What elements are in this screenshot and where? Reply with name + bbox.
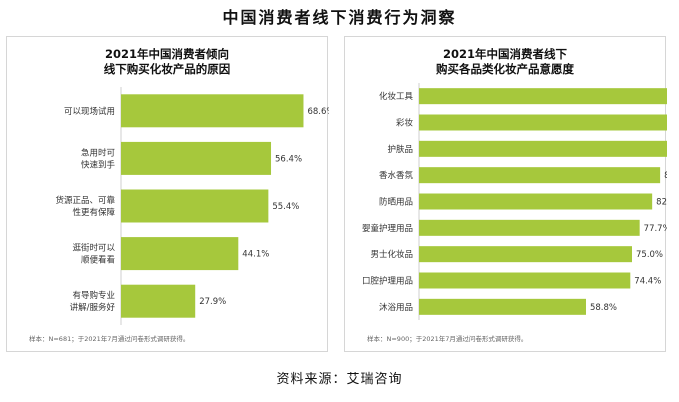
bar <box>419 140 667 157</box>
category-label: 男士化妆品 <box>370 249 413 260</box>
chart-title-categories: 2021年中国消费者线下 购买各品类化妆产品意愿度 <box>345 47 665 77</box>
bar-value-label: 84.9% <box>664 171 667 181</box>
category-label: 香水香氛 <box>379 170 414 181</box>
bar-value-label: 56.4% <box>275 154 302 164</box>
bar-value-label: 68.6% <box>307 107 329 117</box>
bar <box>419 88 667 105</box>
category-label: 婴童护理用品 <box>362 223 413 234</box>
category-label: 急用时可 <box>81 147 116 158</box>
chart-panel-reasons: 2021年中国消费者倾向 线下购买化妆产品的原因 68.6% 可以现场试用 56.4… <box>6 36 329 352</box>
bar-value-label: 75.0% <box>636 250 663 260</box>
category-label: 逛街时可以 <box>72 243 115 254</box>
bar <box>419 114 667 131</box>
bar-value-label: 77.7% <box>644 224 667 234</box>
bar <box>121 284 196 318</box>
bar <box>419 246 632 263</box>
bar <box>419 193 653 210</box>
category-label: 性更有保障 <box>72 207 115 218</box>
bar <box>121 141 272 175</box>
category-label: 化妆工具 <box>379 91 414 102</box>
chart-panel-categories: 2021年中国消费者线下 购买各品类化妆产品意愿度 94.8%化妆工具92.8%… <box>344 36 667 352</box>
bar-chart-categories: 94.8%化妆工具92.8%彩妆90.3%护肤品84.9%香水香氛82.1%防晒… <box>362 83 667 320</box>
bar-value-label: 74.4% <box>634 277 661 287</box>
bar-value-label: 44.1% <box>242 250 269 260</box>
bar <box>121 237 239 271</box>
category-label: 防晒用品 <box>379 197 413 208</box>
bar <box>121 94 304 128</box>
category-label: 讲解/服务好 <box>70 302 116 313</box>
bar-value-label: 58.8% <box>590 303 617 313</box>
bar <box>121 189 269 223</box>
chart-title-line: 2021年中国消费者线下 <box>442 47 567 61</box>
chart-title-reasons: 2021年中国消费者倾向 线下购买化妆产品的原因 <box>7 47 327 77</box>
sample-note: 样本：N=681；于2021年7月通过问卷形式调研获得。 <box>29 335 190 343</box>
chart-title-line: 2021年中国消费者倾向 <box>104 47 229 61</box>
bar-value-label: 27.9% <box>199 297 226 307</box>
bar <box>419 298 586 315</box>
category-label: 有导购专业 <box>72 290 115 301</box>
bar-value-label: 82.1% <box>656 198 667 208</box>
bar <box>419 219 640 236</box>
category-label: 货源正品、可靠 <box>55 195 115 206</box>
chart-title-line: 购买各品类化妆产品意愿度 <box>436 62 574 76</box>
sample-note: 样本：N=900；于2021年7月通过问卷形式调研获得。 <box>367 335 528 343</box>
source-note: 资料来源：艾瑞咨询 <box>276 372 403 387</box>
bar-value-label: 55.4% <box>272 202 299 212</box>
category-label: 口腔护理用品 <box>362 276 413 287</box>
category-label: 彩妆 <box>396 118 414 129</box>
category-label: 可以现场试用 <box>64 106 115 117</box>
bar <box>419 272 631 289</box>
category-label: 沐浴用品 <box>379 302 413 313</box>
category-label: 快速到手 <box>81 159 116 170</box>
category-label: 护肤品 <box>387 144 413 155</box>
bar <box>419 167 661 184</box>
chart-title-line: 线下购买化妆产品的原因 <box>103 62 231 76</box>
category-label: 顺便看看 <box>81 255 115 266</box>
page-title: 中国消费者线下消费行为洞察 <box>222 8 457 27</box>
